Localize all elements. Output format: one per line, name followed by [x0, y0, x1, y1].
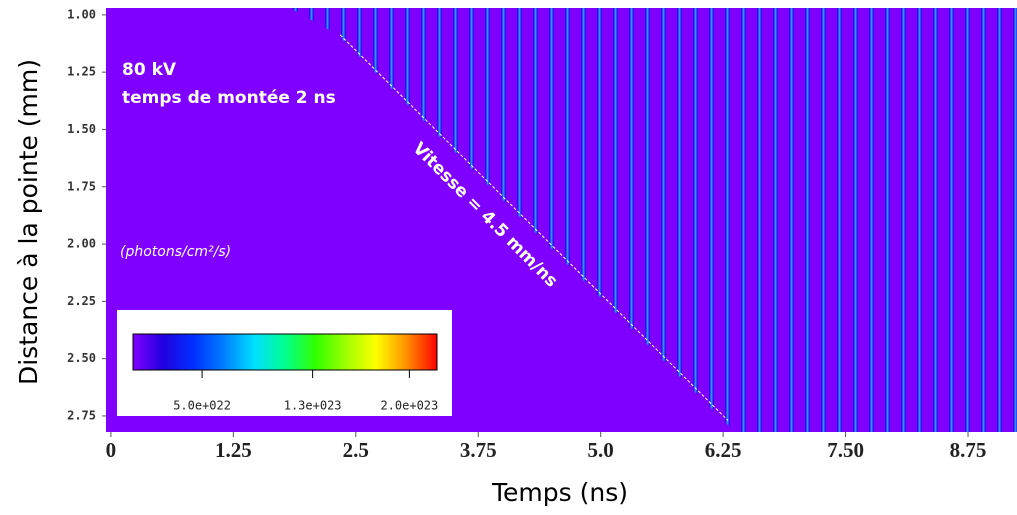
x-axis-title: Temps (ns) [491, 478, 628, 507]
colorbar-tick-label: 2.0e+023 [380, 399, 438, 413]
colorbar-tick-label: 5.0e+022 [173, 399, 231, 413]
y-tick-label: 1.25 [67, 65, 96, 79]
y-tick-label: 1.50 [67, 122, 96, 136]
x-tick-label: 6.25 [705, 438, 742, 462]
x-tick-label: 0 [106, 438, 117, 462]
y-tick-label: 1.00 [67, 7, 96, 21]
y-tick-label: 1.75 [67, 179, 96, 193]
colorbar [132, 333, 438, 371]
y-tick-label: 2.25 [67, 294, 96, 308]
y-tick-label: 2.50 [67, 351, 96, 365]
front-line [339, 34, 729, 421]
colorbar-tick-label: 1.3e+023 [284, 399, 342, 413]
x-tick-label: 3.75 [460, 438, 497, 462]
annotation: 80 kV [122, 60, 177, 80]
x-tick-label: 7.50 [827, 438, 864, 462]
x-tick-label: 8.75 [950, 438, 987, 462]
x-tick-label: 2.5 [343, 438, 369, 462]
x-tick-label: 5.0 [588, 438, 614, 462]
x-tick-label: 1.25 [215, 438, 252, 462]
y-tick-label: 2.00 [67, 237, 96, 251]
annotation: temps de montée 2 ns [122, 88, 336, 108]
y-tick-label: 2.75 [67, 408, 96, 422]
colorbar-unit: (photons/cm²/s) [120, 244, 231, 260]
stripes [290, 8, 1017, 432]
y-axis-title: Distance à la pointe (mm) [14, 59, 43, 385]
